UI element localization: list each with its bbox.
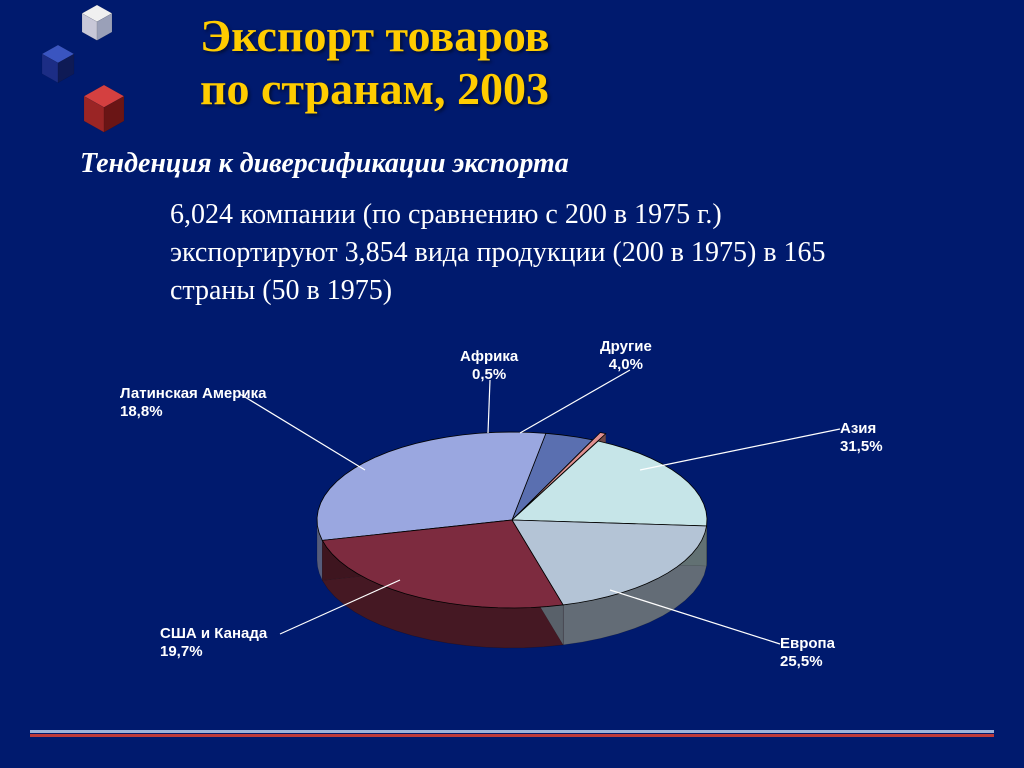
pie-label-name: Азия (840, 420, 876, 437)
pie-label: США и Канада19,7% (160, 625, 267, 661)
pie-label-pct: 31,5% (840, 438, 883, 456)
slide-body-text: 6,024 компании (по сравнению с 200 в 197… (170, 196, 890, 309)
pie-label: Европа25,5% (780, 635, 835, 671)
pie-label-pct: 19,7% (160, 643, 267, 661)
pie-label: Латинская Америка18,8% (120, 385, 266, 421)
pie-label-pct: 25,5% (780, 653, 835, 671)
footer-rule (30, 730, 994, 733)
pie-label-name: Африка (460, 348, 518, 365)
pie-label: Африка0,5% (460, 348, 518, 384)
pie-label: Другие4,0% (600, 338, 652, 374)
pie-label-name: Европа (780, 635, 835, 652)
pie-label-name: США и Канада (160, 625, 267, 642)
slide: Экспорт товаровпо странам, 2003 Тенденци… (0, 0, 1024, 768)
pie-chart: Азия31,5% Европа25,5% США и Канада19,7% Лат… (100, 330, 924, 690)
pie-label-name: Другие (600, 338, 652, 355)
pie-label-pct: 18,8% (120, 403, 266, 421)
slide-title: Экспорт товаровпо странам, 2003 (200, 10, 550, 116)
decorative-cubes (20, 0, 190, 160)
cubes-svg (20, 0, 190, 160)
pie-label-pct: 4,0% (600, 356, 652, 374)
pie-label: Азия31,5% (840, 420, 883, 456)
slide-subtitle: Тенденция к диверсификации экспорта (80, 148, 569, 180)
pie-label-pct: 0,5% (460, 366, 518, 384)
pie-label-name: Латинская Америка (120, 385, 266, 402)
